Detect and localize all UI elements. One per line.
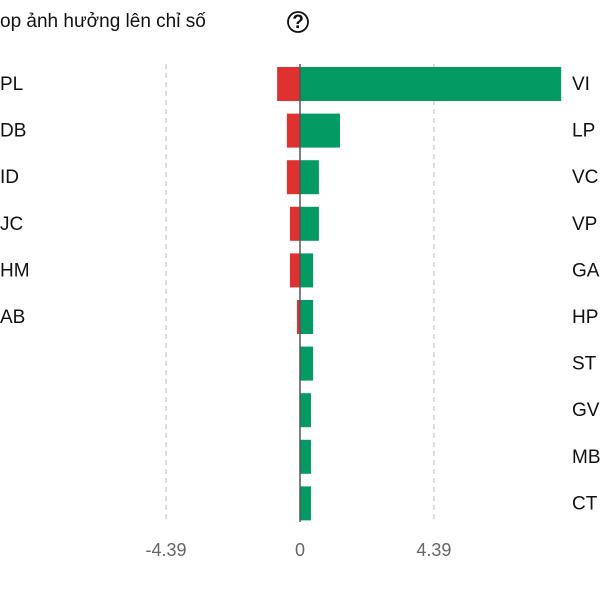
bar [296, 300, 300, 334]
right-label: VC [572, 167, 598, 188]
bar [300, 300, 314, 334]
left-label: JC [0, 214, 23, 235]
right-label: GA [572, 260, 600, 281]
help-icon[interactable]: ? [292, 12, 304, 33]
bar [300, 113, 340, 148]
bar [286, 113, 300, 148]
bar [289, 253, 300, 288]
right-label: LP [572, 121, 595, 142]
x-tick-label: 0 [295, 540, 305, 560]
left-label: PL [0, 74, 23, 95]
x-tick-label: -4.39 [146, 540, 187, 560]
x-tick-label: 4.39 [416, 540, 451, 560]
bar [289, 206, 300, 241]
chart-title: op ảnh hưởng lên chỉ số [0, 11, 206, 32]
bar [300, 439, 311, 474]
left-label: AB [0, 307, 25, 328]
bar [300, 206, 319, 241]
left-label: DB [0, 121, 26, 142]
bar [277, 67, 300, 101]
bar [300, 393, 311, 428]
right-label: CT [572, 493, 598, 514]
right-label: VI [572, 74, 590, 95]
right-label: VP [572, 214, 597, 235]
bar [300, 253, 314, 288]
bar [300, 160, 319, 195]
left-label: HM [0, 260, 30, 281]
bar [300, 346, 314, 381]
right-label: GV [572, 400, 600, 421]
right-label: ST [572, 354, 597, 375]
bar [286, 160, 300, 195]
help-icon-circle[interactable] [287, 11, 309, 33]
bar [300, 486, 311, 521]
right-label: MB [572, 447, 600, 468]
left-label: ID [0, 167, 19, 188]
right-label: HP [572, 307, 598, 328]
bar [300, 67, 562, 101]
